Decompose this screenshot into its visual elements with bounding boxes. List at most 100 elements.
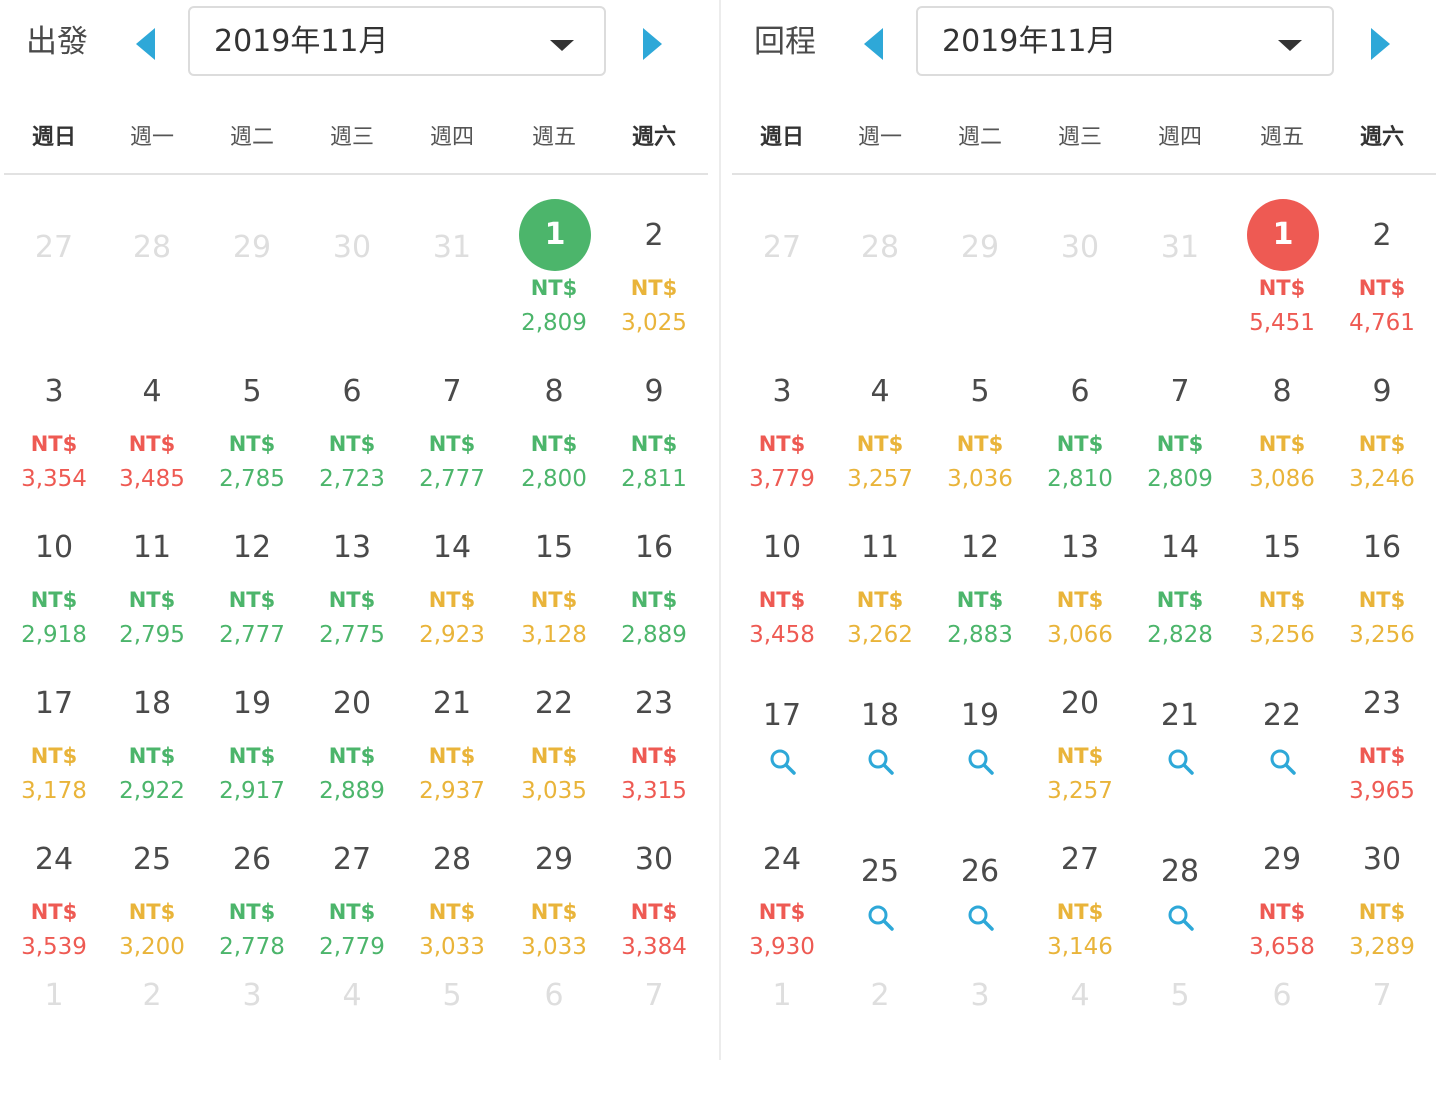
depart-day-cell[interactable]: 16 NT$ 2,889	[604, 488, 704, 648]
day-number: 9	[644, 374, 664, 409]
depart-day-cell[interactable]: 6 NT$ 2,723	[302, 332, 402, 492]
return-day-cell[interactable]: 8 NT$ 3,086	[1232, 332, 1332, 492]
depart-day-cell[interactable]: 25 NT$ 3,200	[102, 800, 202, 960]
return-day-cell[interactable]: 7 NT$ 2,809	[1130, 332, 1230, 492]
fare-price: 3,384	[621, 934, 687, 960]
return-day-cell[interactable]: 11 NT$ 3,262	[830, 488, 930, 648]
depart-next-month-icon[interactable]	[640, 27, 664, 61]
currency-label: NT$	[758, 900, 806, 924]
return-day-cell[interactable]: 14 NT$ 2,828	[1130, 488, 1230, 648]
day-number: 25	[132, 842, 172, 877]
depart-day-cell[interactable]: 11 NT$ 2,795	[102, 488, 202, 648]
return-day-cell[interactable]: 18	[830, 644, 930, 800]
return-day-cell[interactable]: 2 NT$ 4,761	[1332, 176, 1432, 336]
currency-label: NT$	[530, 588, 578, 612]
depart-day-cell[interactable]: 15 NT$ 3,128	[504, 488, 604, 648]
return-next-month-icon[interactable]	[1368, 27, 1392, 61]
return-day-cell[interactable]: 10 NT$ 3,458	[732, 488, 832, 648]
depart-day-cell[interactable]: 22 NT$ 3,035	[504, 644, 604, 804]
day-number: 29	[534, 842, 574, 877]
depart-month-select[interactable]: 2019年11月	[188, 6, 606, 76]
return-day-cell[interactable]: 1 NT$ 5,451	[1232, 176, 1332, 336]
depart-day-cell[interactable]: 10 NT$ 2,918	[4, 488, 104, 648]
return-day-cell[interactable]: 21	[1130, 644, 1230, 800]
search-icon[interactable]	[967, 904, 995, 932]
depart-day-cell[interactable]: 17 NT$ 3,178	[4, 644, 104, 804]
depart-day-cell[interactable]: 20 NT$ 2,889	[302, 644, 402, 804]
depart-day-cell-outside-month: 1	[4, 956, 104, 1112]
day-number: 20	[332, 686, 372, 721]
currency-label: NT$	[328, 432, 376, 456]
depart-day-cell[interactable]: 27 NT$ 2,779	[302, 800, 402, 960]
return-day-cell[interactable]: 22	[1232, 644, 1332, 800]
currency-label: NT$	[630, 900, 678, 924]
depart-day-cell[interactable]: 13 NT$ 2,775	[302, 488, 402, 648]
return-day-cell[interactable]: 23 NT$ 3,965	[1332, 644, 1432, 804]
return-prev-month-icon[interactable]	[862, 27, 886, 61]
return-day-cell[interactable]: 29 NT$ 3,658	[1232, 800, 1332, 960]
depart-day-cell[interactable]: 18 NT$ 2,922	[102, 644, 202, 804]
depart-day-cell[interactable]: 4 NT$ 3,485	[102, 332, 202, 492]
depart-day-cell[interactable]: 1 NT$ 2,809	[504, 176, 604, 336]
depart-day-cell[interactable]: 3 NT$ 3,354	[4, 332, 104, 492]
return-day-cell[interactable]: 19	[930, 644, 1030, 800]
depart-day-cell[interactable]: 30 NT$ 3,384	[604, 800, 704, 960]
day-number: 25	[860, 854, 900, 889]
return-day-cell[interactable]: 26	[930, 800, 1030, 956]
day-number: 15	[534, 530, 574, 565]
return-day-cell-outside-month: 7	[1332, 956, 1432, 1112]
fare-price: 2,777	[219, 622, 285, 648]
return-day-cell[interactable]: 27 NT$ 3,146	[1030, 800, 1130, 960]
currency-label: NT$	[1358, 900, 1406, 924]
search-icon[interactable]	[967, 748, 995, 776]
return-day-cell[interactable]: 28	[1130, 800, 1230, 956]
day-number: 4	[142, 374, 162, 409]
depart-day-cell[interactable]: 19 NT$ 2,917	[202, 644, 302, 804]
return-day-cell[interactable]: 4 NT$ 3,257	[830, 332, 930, 492]
depart-day-cell[interactable]: 2 NT$ 3,025	[604, 176, 704, 336]
return-day-cell[interactable]: 25	[830, 800, 930, 956]
depart-day-cell[interactable]: 14 NT$ 2,923	[402, 488, 502, 648]
depart-day-cell[interactable]: 26 NT$ 2,778	[202, 800, 302, 960]
return-month-select[interactable]: 2019年11月	[916, 6, 1334, 76]
search-icon[interactable]	[867, 904, 895, 932]
return-day-cell[interactable]: 6 NT$ 2,810	[1030, 332, 1130, 492]
return-day-cell[interactable]: 12 NT$ 2,883	[930, 488, 1030, 648]
fare-price: 2,795	[119, 622, 185, 648]
depart-day-cell[interactable]: 8 NT$ 2,800	[504, 332, 604, 492]
search-icon[interactable]	[1269, 748, 1297, 776]
fare-price: 3,658	[1249, 934, 1315, 960]
day-number: 28	[860, 230, 900, 265]
depart-day-cell[interactable]: 7 NT$ 2,777	[402, 332, 502, 492]
return-day-cell[interactable]: 16 NT$ 3,256	[1332, 488, 1432, 648]
return-day-cell[interactable]: 24 NT$ 3,930	[732, 800, 832, 960]
return-day-cell[interactable]: 17	[732, 644, 832, 800]
return-day-cell[interactable]: 13 NT$ 3,066	[1030, 488, 1130, 648]
return-day-cell[interactable]: 5 NT$ 3,036	[930, 332, 1030, 492]
search-icon[interactable]	[1167, 748, 1195, 776]
day-number: 6	[1272, 978, 1292, 1013]
depart-day-cell[interactable]: 23 NT$ 3,315	[604, 644, 704, 804]
return-day-cell[interactable]: 3 NT$ 3,779	[732, 332, 832, 492]
return-calendar-panel: 回程 2019年11月 週日 週一 週二 週三 週四 週五 週六 27 28 29 30 31 1 NT…	[732, 0, 1436, 1060]
depart-day-cell[interactable]: 12 NT$ 2,777	[202, 488, 302, 648]
day-number: 27	[34, 230, 74, 265]
depart-prev-month-icon[interactable]	[134, 27, 158, 61]
fare-price: 2,810	[1047, 466, 1113, 492]
depart-day-cell[interactable]: 28 NT$ 3,033	[402, 800, 502, 960]
depart-day-cell[interactable]: 29 NT$ 3,033	[504, 800, 604, 960]
search-icon[interactable]	[1167, 904, 1195, 932]
fare-price: 3,033	[419, 934, 485, 960]
return-day-cell[interactable]: 9 NT$ 3,246	[1332, 332, 1432, 492]
depart-day-cell[interactable]: 9 NT$ 2,811	[604, 332, 704, 492]
depart-day-cell[interactable]: 24 NT$ 3,539	[4, 800, 104, 960]
search-icon[interactable]	[769, 748, 797, 776]
depart-day-cell[interactable]: 5 NT$ 2,785	[202, 332, 302, 492]
return-day-cell[interactable]: 15 NT$ 3,256	[1232, 488, 1332, 648]
fare-price: 2,800	[521, 466, 587, 492]
depart-day-cell[interactable]: 21 NT$ 2,937	[402, 644, 502, 804]
day-number: 1	[772, 978, 792, 1013]
return-day-cell[interactable]: 20 NT$ 3,257	[1030, 644, 1130, 804]
return-day-cell[interactable]: 30 NT$ 3,289	[1332, 800, 1432, 960]
search-icon[interactable]	[867, 748, 895, 776]
